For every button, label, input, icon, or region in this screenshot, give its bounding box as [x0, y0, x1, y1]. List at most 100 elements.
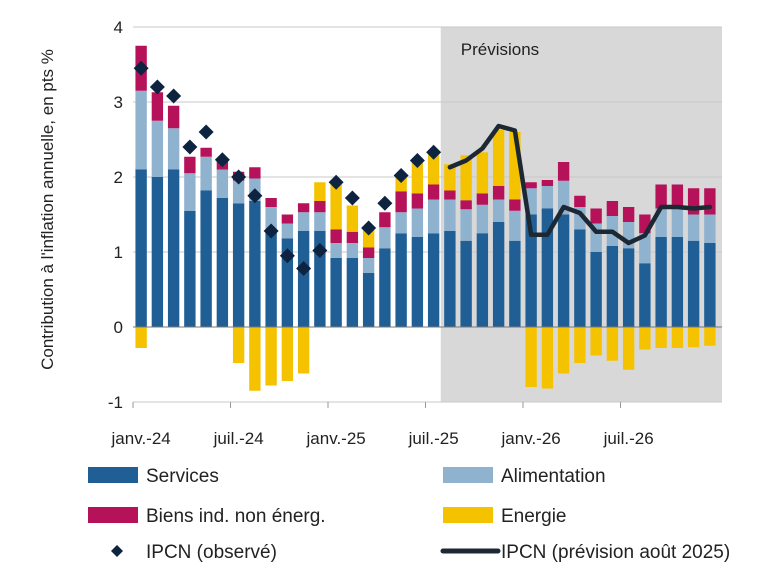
bar-segment — [249, 327, 261, 391]
ipcn-observed-point — [361, 220, 377, 236]
bar-segment — [395, 176, 407, 192]
bar-segment — [427, 184, 440, 200]
bar-segment — [151, 92, 164, 121]
ipcn-observed-point — [377, 195, 393, 211]
bar-segment — [460, 155, 472, 201]
bar-segment — [639, 233, 651, 264]
legend-swatch — [88, 467, 138, 483]
legend-swatch — [443, 467, 493, 483]
bar-segment — [492, 186, 505, 200]
bar-segment — [509, 240, 521, 327]
ipcn-observed-point — [312, 243, 328, 258]
bar-segment — [492, 199, 505, 222]
ipcn-observed-point — [409, 153, 425, 168]
bar-segment — [135, 90, 147, 170]
ipcn-observed-point — [393, 168, 409, 183]
bar-segment — [411, 159, 424, 194]
ipcn-observed-point — [231, 169, 247, 185]
bar-segment — [297, 212, 310, 231]
bar-segment — [330, 229, 342, 243]
bar-segment — [590, 327, 602, 356]
bar-segment — [184, 156, 196, 174]
bar-segment — [687, 188, 700, 215]
ipcn-forecast-line — [447, 123, 713, 246]
legend-swatch — [88, 507, 138, 523]
x-tick-label: janv.-25 — [306, 429, 366, 448]
bar-segment — [655, 237, 667, 327]
x-tick-label: janv.-26 — [501, 429, 561, 448]
ipcn-observed-point — [263, 223, 279, 239]
bar-segment — [671, 327, 684, 348]
bar-segment — [200, 147, 212, 157]
bar-segment — [492, 222, 505, 327]
bar-segment — [557, 214, 570, 327]
bar-segment — [265, 198, 277, 207]
x-tick-label: juil.-25 — [408, 429, 459, 448]
y-tick-label: 1 — [114, 243, 123, 262]
bar-segment — [574, 327, 586, 363]
bar-segment — [362, 258, 375, 273]
bar-segment — [362, 228, 375, 248]
bar-segment — [297, 327, 310, 374]
bar-segment — [330, 258, 342, 327]
bar-segment — [655, 184, 667, 209]
bar-segment — [590, 208, 602, 224]
bar-segment — [167, 128, 180, 170]
bar-segment — [395, 191, 407, 213]
forecast-label: Prévisions — [461, 40, 539, 59]
bar-segment — [671, 208, 684, 237]
bar-segment — [541, 327, 554, 389]
bar-segment — [476, 233, 489, 327]
bar-segment — [297, 203, 310, 213]
bar-segment — [362, 273, 375, 327]
bar-segment — [379, 227, 391, 249]
bar-segment — [444, 231, 456, 327]
bar-segment — [379, 212, 391, 228]
bar-segment — [541, 208, 554, 327]
bar-segment — [330, 183, 342, 230]
x-tick-label: janv.-24 — [111, 429, 171, 448]
bar-segment — [411, 193, 424, 209]
bar-segment — [460, 200, 472, 210]
bar-segment — [395, 233, 407, 327]
legend-marker — [111, 545, 123, 557]
x-tick-label: juil.-26 — [603, 429, 654, 448]
bar-segment — [460, 240, 472, 327]
legend-label: Services — [146, 466, 219, 487]
bar-segment — [281, 223, 294, 239]
bar-segment — [476, 204, 489, 234]
bar-segment — [265, 327, 277, 386]
bar-segment — [184, 173, 196, 211]
bar-segment — [687, 327, 700, 348]
ipcn-observed-point — [149, 79, 165, 95]
bar-segment — [135, 169, 147, 327]
bar-segment — [704, 243, 716, 327]
legend-label: IPCN (observé) — [146, 542, 277, 563]
bar-segment — [427, 199, 440, 234]
bar-segment — [622, 207, 635, 222]
legend-swatch — [443, 507, 493, 523]
bar-segment — [395, 212, 407, 234]
bar-segment — [151, 177, 164, 327]
bar-segment — [232, 180, 245, 204]
bar-segment — [167, 105, 180, 129]
bar-segment — [151, 120, 164, 177]
bar-segment — [362, 247, 375, 258]
bar-segment — [379, 248, 391, 327]
bar-segment — [232, 327, 245, 363]
bar-segment — [574, 207, 586, 230]
legend-label: IPCN (prévision août 2025) — [501, 542, 730, 563]
bar-segment — [590, 223, 602, 252]
bar-segment — [346, 231, 359, 243]
bar-segment — [704, 188, 716, 215]
legend-label: Energie — [501, 506, 567, 527]
bar-segment — [639, 327, 651, 350]
y-tick-label: 2 — [114, 168, 123, 187]
ipcn-observed-point — [166, 88, 182, 104]
bar-segment — [476, 152, 489, 194]
bar-segment — [655, 327, 667, 348]
ipcn-observed-point — [182, 139, 198, 155]
bar-segment — [249, 167, 261, 179]
bar-segment — [281, 327, 294, 381]
